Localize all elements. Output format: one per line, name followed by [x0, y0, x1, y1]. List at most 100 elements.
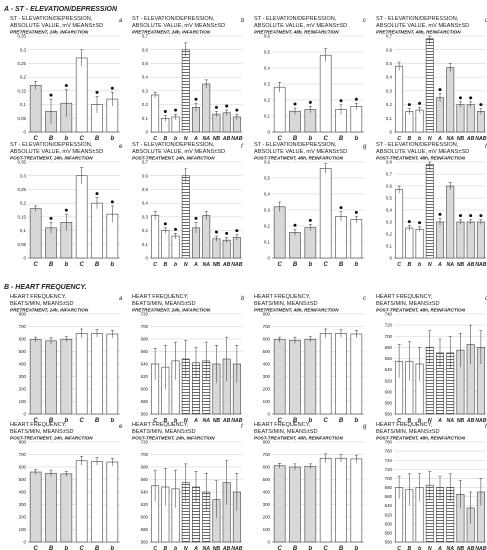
x-tick-label: NA	[202, 546, 210, 550]
bar	[60, 473, 73, 543]
bar	[29, 339, 42, 415]
y-tick-label: 0,5	[142, 187, 149, 192]
chart-title-line1: ST - ELEVATION/DEPRESSION,	[132, 16, 215, 22]
y-tick-label: 580	[141, 527, 149, 532]
x-tick-label: b	[308, 418, 312, 424]
x-tick-label: b	[308, 262, 312, 268]
x-tick-label: b	[418, 418, 422, 424]
panel-letter: c	[363, 296, 366, 302]
y-tick-label: 0,3	[142, 214, 149, 219]
x-tick-label: NA	[202, 262, 210, 268]
bar	[75, 333, 88, 415]
chart-title-line2: ABSOLUTE VALUE, mV MEANS±SD	[10, 23, 103, 29]
y-tick-label: 0	[268, 412, 271, 417]
significance-marker	[235, 229, 239, 233]
x-tick-label: NB	[457, 418, 465, 424]
chart-subtitle: POST-TREATMENT, 48h, REINFARCTION	[254, 436, 344, 441]
bar	[106, 333, 119, 415]
x-tick-label: B	[163, 418, 167, 424]
significance-marker	[49, 93, 53, 97]
x-tick-label: NAB	[475, 546, 486, 550]
panel-letter: f	[241, 424, 244, 430]
significance-marker	[458, 96, 462, 100]
bar	[289, 466, 301, 543]
significance-marker	[458, 214, 462, 218]
significance-marker	[293, 223, 297, 227]
y-tick-label: 0	[24, 130, 27, 135]
panel-letter: g	[363, 424, 367, 430]
y-tick-label: 680	[385, 485, 393, 490]
chart-title-line1: HEART FREQUENCY,	[10, 294, 67, 300]
x-tick-label: b	[418, 136, 422, 142]
chart-subtitle: PRETREATMENT, 48h, REINFARCTION	[254, 308, 339, 313]
bar	[319, 54, 332, 133]
x-tick-label: NAB	[475, 418, 486, 424]
y-tick-label: 700	[19, 324, 27, 329]
bar	[106, 461, 119, 543]
x-tick-label: B	[293, 136, 298, 142]
chart-title-line2: BEATS/MIN, MEANS±SD	[254, 429, 318, 435]
y-tick-label: 300	[263, 374, 271, 379]
bar	[456, 104, 465, 133]
y-tick-label: 0,4	[142, 75, 149, 80]
x-tick-label: b	[110, 546, 114, 550]
panel-letter: f	[241, 144, 244, 150]
y-tick-label: 680	[141, 465, 149, 470]
bar	[335, 333, 347, 415]
y-tick-label: 100	[263, 527, 271, 532]
x-tick-label: NAB	[231, 546, 242, 550]
y-tick-label: 0,5	[386, 61, 393, 66]
significance-marker	[110, 86, 114, 90]
x-tick-label: b	[64, 262, 68, 268]
bar	[350, 333, 363, 415]
x-tick-label: B	[339, 262, 344, 268]
y-tick-label: 0	[390, 130, 393, 135]
y-tick-label: 0	[390, 256, 393, 261]
x-tick-label: NB	[457, 546, 465, 550]
significance-marker	[225, 104, 229, 108]
y-tick-label: 200	[263, 387, 271, 392]
y-tick-label: 500	[263, 477, 271, 482]
bar	[319, 168, 332, 259]
y-tick-label: 0,6	[386, 47, 393, 52]
y-tick-label: 0,7	[386, 34, 393, 39]
y-tick-label: 620	[385, 378, 393, 383]
y-tick-label: 780	[385, 440, 393, 445]
chart-title-line2: BEATS/MIN, MEANS±SD	[10, 301, 74, 307]
chart-b-f: HEART FREQUENCY,BEATS/MIN, MEANS±SDPOST-…	[132, 422, 244, 550]
x-tick-label: C	[153, 136, 157, 142]
y-tick-label: 600	[19, 465, 27, 470]
y-tick-label: 600	[141, 387, 149, 392]
y-tick-label: 700	[19, 452, 27, 457]
x-tick-label: b	[174, 262, 178, 268]
y-tick-label: 400	[263, 490, 271, 495]
bar	[436, 221, 444, 259]
chart-subtitle: POST-TREATMENT, 24h, INFARCTION	[10, 436, 93, 441]
significance-marker	[418, 101, 422, 105]
bar	[273, 206, 286, 259]
significance-marker	[194, 97, 198, 101]
x-tick-label: C	[33, 262, 38, 268]
chart-title-line1: ST - ELEVATION/DEPRESSION,	[132, 142, 215, 148]
panel-letter: g	[363, 144, 367, 150]
y-tick-label: 0,1	[20, 102, 27, 107]
y-tick-label: 0,35	[17, 34, 26, 39]
x-tick-label: b	[64, 136, 68, 142]
panel-letter: a	[119, 296, 123, 302]
significance-marker	[308, 218, 312, 222]
x-tick-label: b	[354, 136, 358, 142]
y-tick-label: 620	[141, 374, 149, 379]
panel-letter: e	[119, 424, 123, 430]
y-tick-label: 0,2	[264, 224, 271, 229]
y-tick-label: 0	[268, 540, 271, 545]
chart-title-line2: BEATS/MIN, MEANS±SD	[132, 301, 196, 307]
x-tick-label: N	[428, 546, 432, 550]
y-tick-label: 0,4	[142, 201, 149, 206]
significance-marker	[64, 208, 68, 212]
bar	[456, 221, 465, 259]
chart-title-line1: ST - ELEVATION/DEPRESSION,	[254, 16, 337, 22]
x-tick-label: B	[339, 418, 344, 424]
significance-marker	[194, 216, 198, 220]
bar	[466, 221, 475, 259]
